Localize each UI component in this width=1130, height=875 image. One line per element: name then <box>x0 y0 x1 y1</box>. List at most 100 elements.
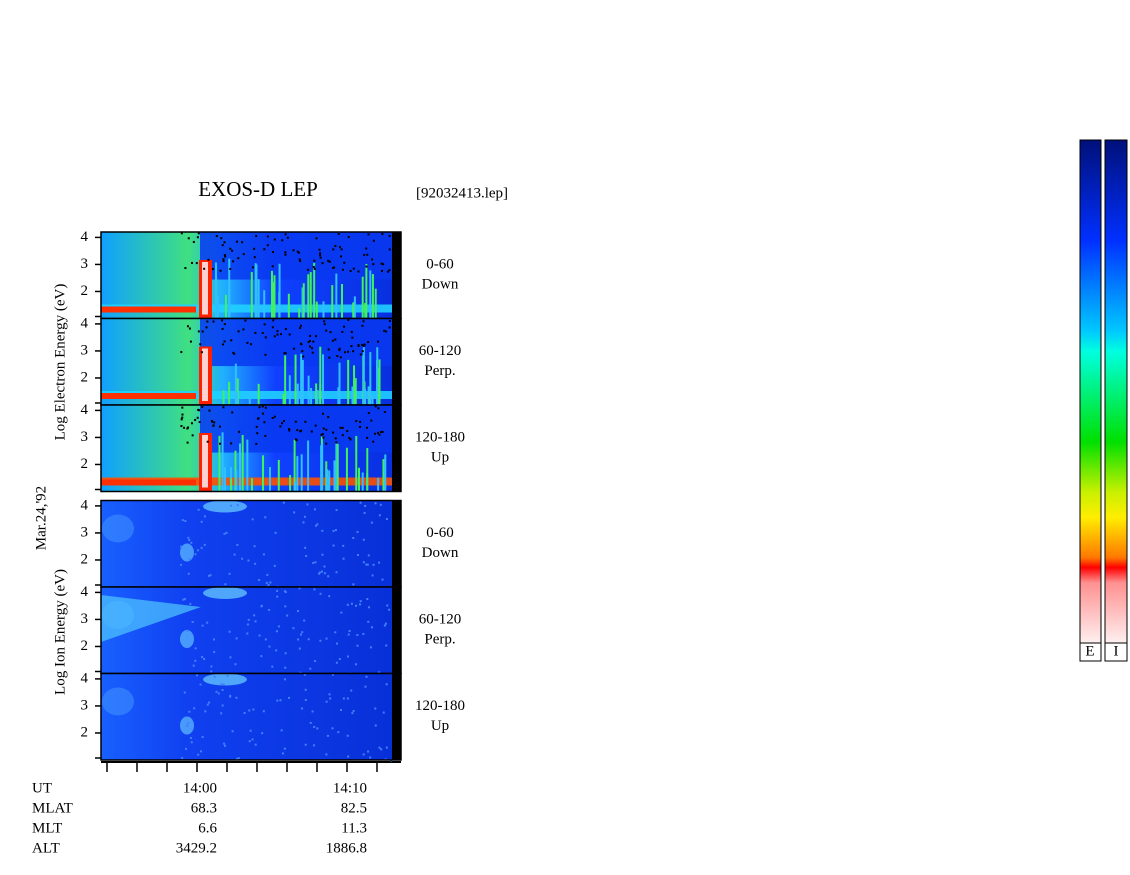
spectrogram <box>197 753 200 756</box>
spectrogram <box>292 249 295 252</box>
spectrogram <box>242 253 245 256</box>
spectrogram <box>370 626 373 629</box>
spectrogram <box>186 427 189 430</box>
spectrogram <box>365 675 368 678</box>
spectrogram <box>371 274 374 319</box>
spectrogram <box>288 429 291 432</box>
spectrogram <box>264 353 267 356</box>
direction: Down <box>422 276 459 292</box>
spectrogram <box>308 345 311 348</box>
spectrogram <box>223 253 226 256</box>
spectrogram <box>359 353 362 356</box>
spectrogram <box>287 293 290 319</box>
spectrogram <box>221 319 224 322</box>
spectrogram <box>339 709 342 712</box>
spectrogram <box>299 342 302 345</box>
spectrogram <box>183 598 186 601</box>
spectrogram <box>355 604 358 607</box>
spectrogram <box>272 319 275 322</box>
spectrogram <box>187 237 190 240</box>
spectrogram <box>101 500 392 587</box>
spectrogram <box>381 269 384 272</box>
color-bar-label: E <box>1085 643 1094 659</box>
spectrogram <box>195 262 198 265</box>
spectrogram <box>212 268 215 271</box>
spectrogram <box>254 620 257 623</box>
spectrogram <box>322 427 325 430</box>
spectrogram <box>228 258 231 319</box>
spectrogram <box>376 347 379 405</box>
spectrogram <box>184 267 187 270</box>
spectrogram <box>196 674 199 677</box>
spectrogram <box>101 304 392 313</box>
spectrogram <box>255 425 258 428</box>
spectrogram <box>284 355 287 405</box>
spectrogram <box>312 744 315 747</box>
spectrogram <box>298 587 301 590</box>
spectrogram <box>350 689 353 692</box>
spectrogram <box>386 270 389 273</box>
spectrogram <box>251 738 254 741</box>
spectrogram <box>326 734 329 737</box>
spectrogram <box>361 343 364 346</box>
spectrogram <box>346 430 349 433</box>
spectrogram <box>383 329 386 332</box>
spectrogram <box>237 757 240 760</box>
spectrogram <box>248 740 251 743</box>
spectrogram <box>210 670 213 673</box>
spectrogram <box>236 543 239 546</box>
spectrogram <box>325 442 328 445</box>
y-tick-label: 2 <box>81 283 89 299</box>
spectrogram <box>304 688 307 691</box>
spectrogram <box>256 432 259 435</box>
spectrogram <box>342 544 345 547</box>
spectrogram <box>206 621 209 624</box>
spectrogram <box>385 518 388 521</box>
spectrogram <box>300 707 303 710</box>
spectrogram <box>319 346 322 405</box>
spectrogram <box>351 386 354 405</box>
spectrogram <box>332 431 335 434</box>
spectrogram <box>101 673 392 760</box>
spectrogram <box>253 256 256 259</box>
spectrogram <box>336 443 339 492</box>
spectrogram <box>180 425 183 428</box>
panel-strip <box>392 232 401 319</box>
spectrogram <box>232 260 235 263</box>
spectrogram <box>311 351 314 354</box>
ephemeris-value: 14:00 <box>183 780 217 796</box>
spectrogram <box>340 255 343 258</box>
spectrogram <box>188 558 191 561</box>
color-bar-label: I <box>1114 643 1119 659</box>
spectrogram <box>235 696 238 699</box>
spectrogram <box>367 386 370 405</box>
spectrogram <box>283 747 286 750</box>
spectrogram <box>276 595 279 598</box>
y-tick-label: 2 <box>81 551 89 567</box>
spectrogram <box>264 406 267 409</box>
spectrogram <box>222 260 225 263</box>
spectrogram <box>314 660 317 663</box>
spectrogram <box>271 265 274 268</box>
spectrogram <box>313 259 316 262</box>
spectrogram <box>346 697 349 700</box>
spectrogram <box>301 359 304 405</box>
spectrogram <box>222 390 225 405</box>
spectrogram <box>273 275 276 319</box>
spectrogram <box>282 501 285 504</box>
direction: Perp. <box>424 631 455 647</box>
spectrogram <box>208 409 211 412</box>
spectrogram <box>183 426 186 429</box>
spectrogram <box>230 478 233 492</box>
y-tick-label: 2 <box>81 638 89 654</box>
spectrogram <box>284 678 287 681</box>
spectrogram <box>296 383 299 405</box>
spectrogram <box>378 359 381 405</box>
spectrogram <box>180 418 183 421</box>
spectrogram <box>281 422 284 425</box>
spectrogram <box>208 701 211 704</box>
spectrogram <box>377 431 380 434</box>
spectrogram <box>246 623 249 626</box>
spectrogram <box>301 350 304 353</box>
spectrogram <box>367 620 370 623</box>
